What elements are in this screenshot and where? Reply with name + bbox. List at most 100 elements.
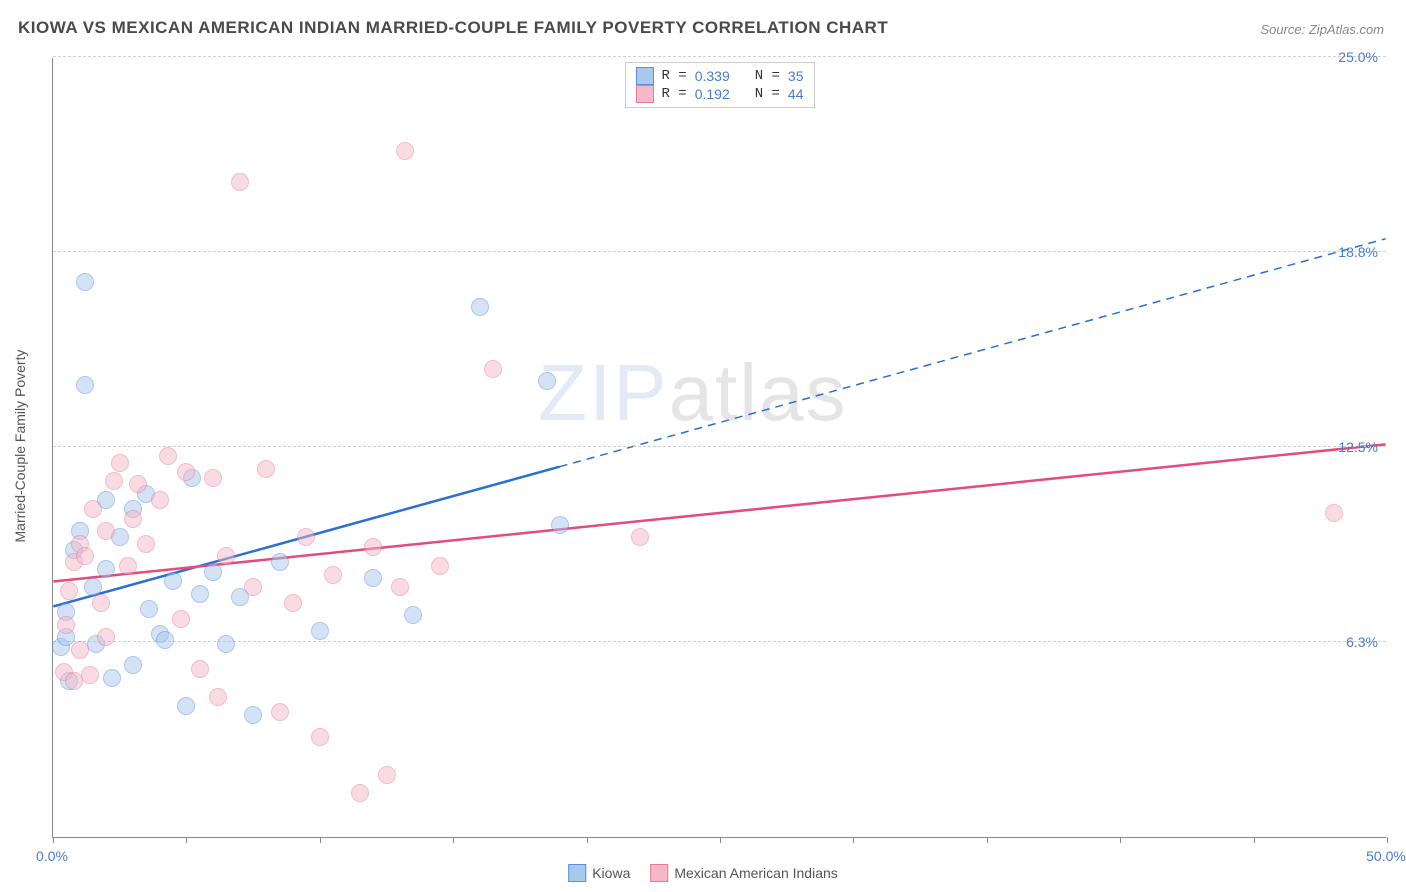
x-tick xyxy=(1120,837,1121,843)
data-point-mexican xyxy=(81,666,99,684)
x-tick-label: 50.0% xyxy=(1366,848,1406,864)
data-point-mexican xyxy=(57,616,75,634)
data-point-kiowa xyxy=(76,376,94,394)
trend-line-mexican xyxy=(53,444,1385,581)
x-tick xyxy=(1387,837,1388,843)
data-point-kiowa xyxy=(97,560,115,578)
data-point-mexican xyxy=(124,510,142,528)
legend-row-kiowa: R = 0.339 N = 35 xyxy=(635,67,803,85)
data-point-kiowa xyxy=(244,706,262,724)
series-legend: Kiowa Mexican American Indians xyxy=(568,864,838,882)
data-point-mexican xyxy=(60,582,78,600)
data-point-mexican xyxy=(631,528,649,546)
data-point-mexican xyxy=(391,578,409,596)
r-label: R = xyxy=(661,68,686,84)
r-value-kiowa: 0.339 xyxy=(695,68,747,84)
chart-source: Source: ZipAtlas.com xyxy=(1260,22,1384,37)
gridline xyxy=(53,446,1386,447)
data-point-mexican xyxy=(71,641,89,659)
x-tick-label: 0.0% xyxy=(36,848,68,864)
x-tick xyxy=(186,837,187,843)
data-point-kiowa xyxy=(140,600,158,618)
data-point-kiowa xyxy=(364,569,382,587)
swatch-mexican xyxy=(635,85,653,103)
data-point-mexican xyxy=(217,547,235,565)
legend-item-mexican: Mexican American Indians xyxy=(650,864,837,882)
x-tick xyxy=(853,837,854,843)
data-point-kiowa xyxy=(271,553,289,571)
data-point-mexican xyxy=(209,688,227,706)
legend-label-kiowa: Kiowa xyxy=(592,865,630,881)
data-point-kiowa xyxy=(177,697,195,715)
n-value-kiowa: 35 xyxy=(788,68,804,84)
n-label: N = xyxy=(755,86,780,102)
y-axis-label: Married-Couple Family Poverty xyxy=(12,350,28,543)
x-tick xyxy=(320,837,321,843)
data-point-mexican xyxy=(431,557,449,575)
chart-container: KIOWA VS MEXICAN AMERICAN INDIAN MARRIED… xyxy=(0,0,1406,892)
data-point-mexican xyxy=(311,728,329,746)
data-point-mexican xyxy=(324,566,342,584)
data-point-mexican xyxy=(396,142,414,160)
y-tick-label: 18.8% xyxy=(1338,244,1378,260)
data-point-mexican xyxy=(111,454,129,472)
data-point-mexican xyxy=(76,547,94,565)
data-point-mexican xyxy=(204,469,222,487)
data-point-kiowa xyxy=(76,273,94,291)
data-point-kiowa xyxy=(404,606,422,624)
data-point-mexican xyxy=(105,472,123,490)
gridline xyxy=(53,641,1386,642)
correlation-legend: R = 0.339 N = 35 R = 0.192 N = 44 xyxy=(624,62,814,108)
data-point-kiowa xyxy=(471,298,489,316)
y-tick-label: 25.0% xyxy=(1338,49,1378,65)
data-point-mexican xyxy=(151,491,169,509)
r-value-mexican: 0.192 xyxy=(695,86,747,102)
data-point-mexican xyxy=(129,475,147,493)
data-point-mexican xyxy=(97,522,115,540)
data-point-mexican xyxy=(297,528,315,546)
data-point-mexican xyxy=(84,500,102,518)
x-tick xyxy=(453,837,454,843)
legend-label-mexican: Mexican American Indians xyxy=(674,865,837,881)
data-point-kiowa xyxy=(103,669,121,687)
n-label: N = xyxy=(755,68,780,84)
x-tick xyxy=(53,837,54,843)
r-label: R = xyxy=(661,86,686,102)
data-point-mexican xyxy=(364,538,382,556)
n-value-mexican: 44 xyxy=(788,86,804,102)
data-point-mexican xyxy=(177,463,195,481)
data-point-kiowa xyxy=(311,622,329,640)
watermark-zip: ZIP xyxy=(538,348,668,437)
data-point-mexican xyxy=(284,594,302,612)
swatch-kiowa xyxy=(635,67,653,85)
data-point-mexican xyxy=(244,578,262,596)
legend-row-mexican: R = 0.192 N = 44 xyxy=(635,85,803,103)
data-point-kiowa xyxy=(164,572,182,590)
data-point-mexican xyxy=(1325,504,1343,522)
x-tick xyxy=(987,837,988,843)
gridline xyxy=(53,56,1386,57)
data-point-kiowa xyxy=(191,585,209,603)
data-point-kiowa xyxy=(551,516,569,534)
data-point-mexican xyxy=(92,594,110,612)
data-point-kiowa xyxy=(156,631,174,649)
data-point-mexican xyxy=(137,535,155,553)
x-tick xyxy=(1254,837,1255,843)
data-point-kiowa xyxy=(124,656,142,674)
swatch-mexican-icon xyxy=(650,864,668,882)
data-point-mexican xyxy=(191,660,209,678)
watermark-atlas: atlas xyxy=(669,348,848,437)
data-point-mexican xyxy=(159,447,177,465)
data-point-mexican xyxy=(97,628,115,646)
data-point-mexican xyxy=(484,360,502,378)
swatch-kiowa-icon xyxy=(568,864,586,882)
data-point-mexican xyxy=(257,460,275,478)
plot-area: ZIPatlas R =0.339N =35R =0.192N =44 6.3%… xyxy=(52,58,1386,838)
trend-line-dashed-kiowa xyxy=(560,239,1386,467)
legend-item-kiowa: Kiowa xyxy=(568,864,630,882)
data-point-kiowa xyxy=(538,372,556,390)
data-point-mexican xyxy=(231,173,249,191)
data-point-mexican xyxy=(378,766,396,784)
data-point-mexican xyxy=(271,703,289,721)
chart-title: KIOWA VS MEXICAN AMERICAN INDIAN MARRIED… xyxy=(18,18,888,38)
